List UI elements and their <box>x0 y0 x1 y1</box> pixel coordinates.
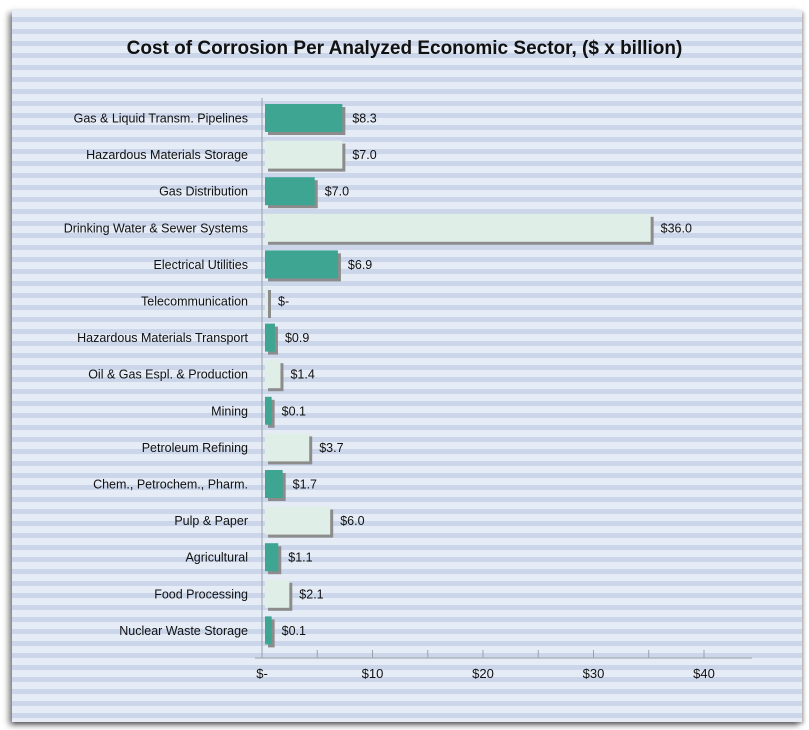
bar <box>265 250 338 279</box>
category-label: Hazardous Materials Storage <box>86 148 248 162</box>
value-label: $1.1 <box>288 551 312 565</box>
chart-title: Cost of Corrosion Per Analyzed Economic … <box>126 38 683 59</box>
category-label: Electrical Utilities <box>154 258 248 272</box>
value-label: $7.0 <box>352 148 376 162</box>
value-label: $1.4 <box>290 368 314 382</box>
value-label: $- <box>278 295 289 309</box>
category-label: Telecommunication <box>141 295 248 309</box>
bar <box>265 433 310 462</box>
bar <box>265 287 268 315</box>
bar <box>265 323 275 352</box>
bar <box>265 104 343 132</box>
x-tick-label: $10 <box>362 666 384 681</box>
x-tick-label: $30 <box>583 666 605 681</box>
category-label: Gas & Liquid Transm. Pipelines <box>74 112 248 126</box>
value-label: $3.7 <box>319 441 343 455</box>
bar <box>265 579 290 608</box>
bar <box>265 543 279 572</box>
bar <box>265 177 315 206</box>
value-label: $0.1 <box>282 624 306 638</box>
value-label: $1.7 <box>293 478 317 492</box>
x-tick-label: $20 <box>472 666 494 681</box>
category-label: Drinking Water & Sewer Systems <box>64 221 248 235</box>
value-label: $2.1 <box>299 587 323 601</box>
category-label: Food Processing <box>154 587 248 601</box>
category-label: Chem., Petrochem., Pharm. <box>93 478 248 492</box>
bar <box>265 506 331 535</box>
category-label: Gas Distribution <box>159 185 248 199</box>
category-label: Nuclear Waste Storage <box>119 624 248 638</box>
value-label: $7.0 <box>325 185 349 199</box>
bar <box>265 140 343 169</box>
value-label: $6.9 <box>348 258 372 272</box>
bar <box>265 616 272 645</box>
bar-shadow <box>268 290 271 318</box>
x-tick-label: $40 <box>693 666 715 681</box>
category-label: Hazardous Materials Transport <box>77 331 248 345</box>
bar <box>265 213 651 242</box>
value-label: $0.9 <box>285 331 309 345</box>
category-label: Mining <box>211 404 248 418</box>
chart-frame <box>12 10 802 722</box>
bar <box>265 396 272 425</box>
value-label: $0.1 <box>282 404 306 418</box>
bar <box>265 360 281 389</box>
category-label: Oil & Gas Espl. & Production <box>88 368 248 382</box>
category-label: Petroleum Refining <box>142 441 248 455</box>
bar <box>265 470 283 498</box>
value-label: $8.3 <box>352 112 376 126</box>
value-label: $36.0 <box>661 221 692 235</box>
value-label: $6.0 <box>340 514 364 528</box>
category-label: Agricultural <box>185 551 248 565</box>
category-label: Pulp & Paper <box>174 514 248 528</box>
x-tick-label: $- <box>256 666 268 681</box>
